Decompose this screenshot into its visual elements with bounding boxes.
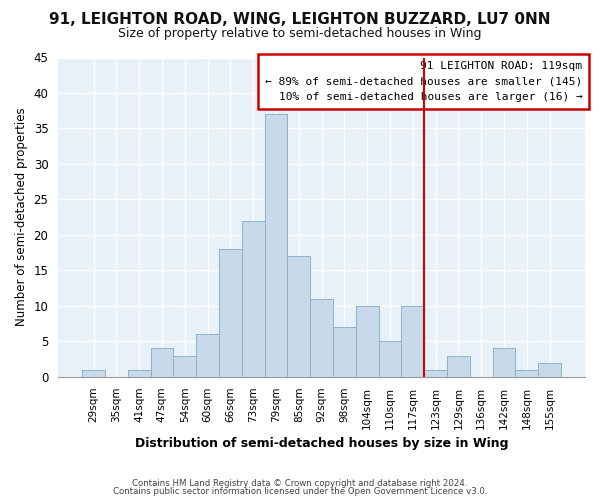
Y-axis label: Number of semi-detached properties: Number of semi-detached properties [15,108,28,326]
X-axis label: Distribution of semi-detached houses by size in Wing: Distribution of semi-detached houses by … [135,437,508,450]
Bar [196,334,219,377]
Bar [356,306,379,377]
Bar [333,327,356,377]
Bar [151,348,173,377]
Text: Contains public sector information licensed under the Open Government Licence v3: Contains public sector information licen… [113,487,487,496]
Bar [515,370,538,377]
Bar [173,356,196,377]
Text: Contains HM Land Registry data © Crown copyright and database right 2024.: Contains HM Land Registry data © Crown c… [132,478,468,488]
Bar [242,220,265,377]
Text: Size of property relative to semi-detached houses in Wing: Size of property relative to semi-detach… [118,28,482,40]
Bar [265,114,287,377]
Text: 91 LEIGHTON ROAD: 119sqm
← 89% of semi-detached houses are smaller (145)
10% of : 91 LEIGHTON ROAD: 119sqm ← 89% of semi-d… [265,60,583,102]
Bar [424,370,447,377]
Bar [287,256,310,377]
Bar [82,370,105,377]
Bar [401,306,424,377]
Bar [128,370,151,377]
Bar [493,348,515,377]
Bar [447,356,470,377]
Bar [379,342,401,377]
Bar [310,299,333,377]
Bar [219,249,242,377]
Text: 91, LEIGHTON ROAD, WING, LEIGHTON BUZZARD, LU7 0NN: 91, LEIGHTON ROAD, WING, LEIGHTON BUZZAR… [49,12,551,28]
Bar [538,362,561,377]
